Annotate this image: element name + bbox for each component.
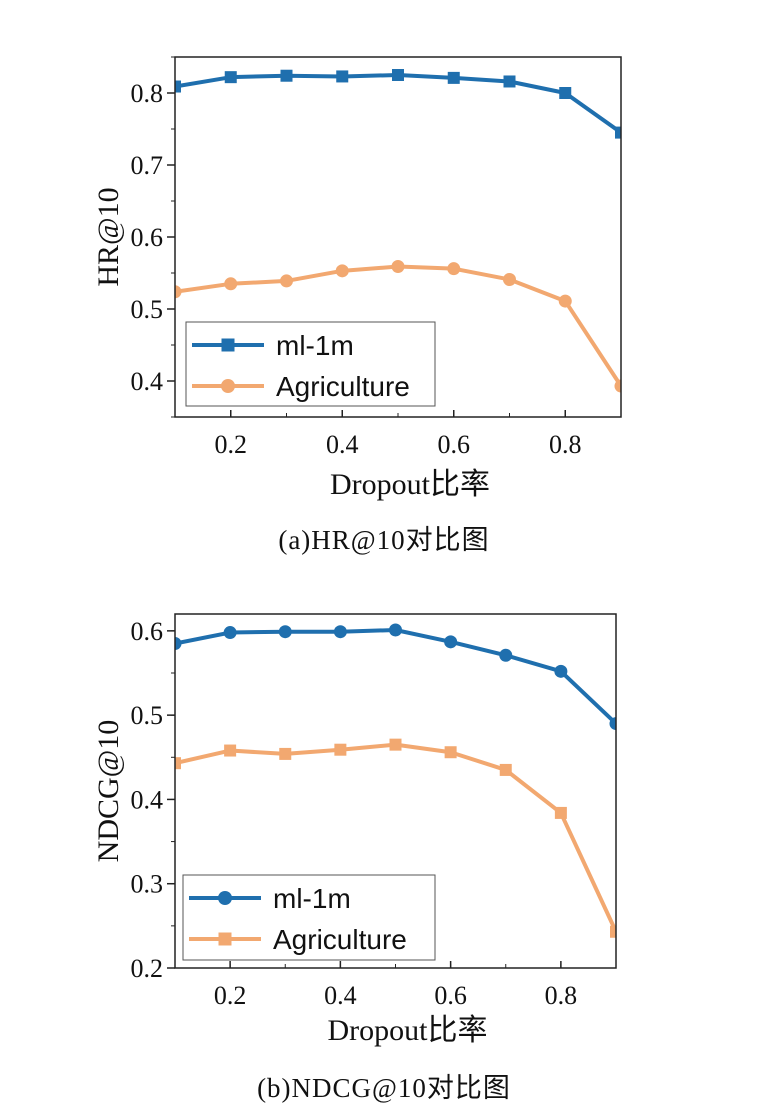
data-point-ml-1m (615, 126, 621, 139)
data-point-ml-1m (503, 75, 516, 88)
x-tick-label: 0.2 (215, 430, 248, 459)
data-point-ml-1m (447, 71, 460, 84)
data-point-ml-1m (336, 70, 349, 83)
data-point-ml-1m (609, 717, 616, 731)
x-tick-label: 0.4 (324, 981, 357, 1010)
data-point-agriculture (447, 262, 461, 276)
y-tick-label: 0.4 (131, 367, 164, 396)
legend-label: ml-1m (273, 883, 351, 914)
data-point-ml-1m (278, 625, 292, 639)
data-point-agriculture (499, 763, 512, 776)
y-tick-label: 0.5 (131, 701, 164, 730)
y-tick-label: 0.7 (131, 151, 164, 180)
chart-hr-y-axis-label: HR@10 (92, 187, 125, 286)
data-point-ml-1m (280, 69, 293, 82)
chart-hr-caption: (a)HR@10对比图 (278, 525, 489, 555)
legend-label: Agriculture (276, 371, 410, 402)
data-point-agriculture (335, 264, 349, 278)
data-point-ml-1m (224, 71, 237, 84)
data-point-ml-1m (554, 664, 568, 678)
data-point-ml-1m (559, 87, 572, 99)
x-tick-label: 0.8 (549, 430, 582, 459)
chart-ndcg-ticks: 0.2 0.4 0.6 0.8 0.2 0.3 0.4 0.5 0.6 (131, 617, 617, 1010)
data-point-agriculture (554, 806, 567, 819)
data-point-ml-1m (175, 80, 181, 93)
x-tick-label: 0.8 (545, 981, 578, 1010)
data-point-agriculture (224, 277, 238, 291)
data-point-agriculture (444, 746, 457, 759)
hr-plot-area (175, 69, 621, 393)
y-tick-label: 0.3 (131, 870, 164, 899)
ndcg-plot-area (175, 623, 616, 938)
y-tick-label: 0.6 (131, 223, 164, 252)
series-line-ml-1m (175, 628, 616, 726)
y-tick-label: 0.2 (131, 954, 164, 983)
chart-ndcg-caption: (b)NDCG@10对比图 (257, 1073, 511, 1103)
data-point-ml-1m (175, 637, 182, 650)
data-point-ml-1m (223, 626, 237, 640)
data-point-ml-1m (389, 623, 402, 637)
chart-ndcg-plot-frame (174, 613, 617, 969)
y-tick-label: 0.8 (131, 79, 164, 108)
chart-ndcg: 0.2 0.4 0.6 0.8 0.2 0.3 0.4 0.5 0.6 NDCG@10 Drop… (92, 613, 617, 1103)
chart-hr-legend: ml-1m Agriculture (185, 321, 436, 407)
series-line-ml-1m (175, 73, 621, 135)
data-point-ml-1m (499, 648, 513, 662)
data-point-ml-1m (444, 635, 458, 649)
x-tick-label: 0.6 (438, 430, 471, 459)
data-point-agriculture (389, 738, 402, 751)
legend-swatch-marker (218, 891, 232, 905)
legend-label: ml-1m (276, 330, 354, 361)
chart-hr-plot-frame (174, 56, 622, 418)
chart-hr-ticks: 0.2 0.4 0.6 0.8 0.4 0.5 0.6 0.7 0.8 (131, 56, 622, 459)
chart-hr-x-axis-label: Dropout比率 (330, 468, 490, 501)
data-point-agriculture (175, 285, 182, 299)
legend-swatch-marker (218, 932, 232, 946)
data-point-agriculture (334, 743, 347, 756)
chart-ndcg-y-axis-label: NDCG@10 (92, 720, 125, 863)
data-point-agriculture (280, 274, 293, 288)
x-tick-label: 0.6 (434, 981, 467, 1010)
legend-box (182, 874, 436, 961)
y-tick-label: 0.5 (131, 295, 164, 324)
legend-swatch-marker (221, 338, 235, 352)
data-point-agriculture (503, 272, 516, 286)
data-point-agriculture (224, 744, 237, 757)
y-tick-label: 0.4 (131, 785, 164, 814)
chart-ndcg-series (175, 623, 616, 938)
chart-ndcg-x-axis-label: Dropout比率 (328, 1014, 488, 1047)
data-point-agriculture (391, 260, 405, 274)
chart-hr: 0.2 0.4 0.6 0.8 0.4 0.5 0.6 0.7 0.8 HR@10 Dropou… (92, 56, 622, 555)
data-point-agriculture (175, 757, 181, 770)
data-point-agriculture (614, 379, 621, 393)
x-tick-label: 0.2 (214, 981, 247, 1010)
data-point-agriculture (558, 294, 572, 308)
chart-ndcg-legend: ml-1m Agriculture (182, 874, 436, 961)
legend-swatch-marker (221, 379, 235, 393)
data-point-agriculture (610, 925, 616, 938)
y-tick-label: 0.6 (131, 617, 164, 646)
legend-label: Agriculture (273, 924, 407, 955)
chart-hr-series (175, 69, 621, 393)
data-point-ml-1m (392, 69, 404, 81)
data-point-agriculture (279, 747, 292, 760)
x-tick-label: 0.4 (326, 430, 359, 459)
data-point-ml-1m (333, 625, 347, 639)
